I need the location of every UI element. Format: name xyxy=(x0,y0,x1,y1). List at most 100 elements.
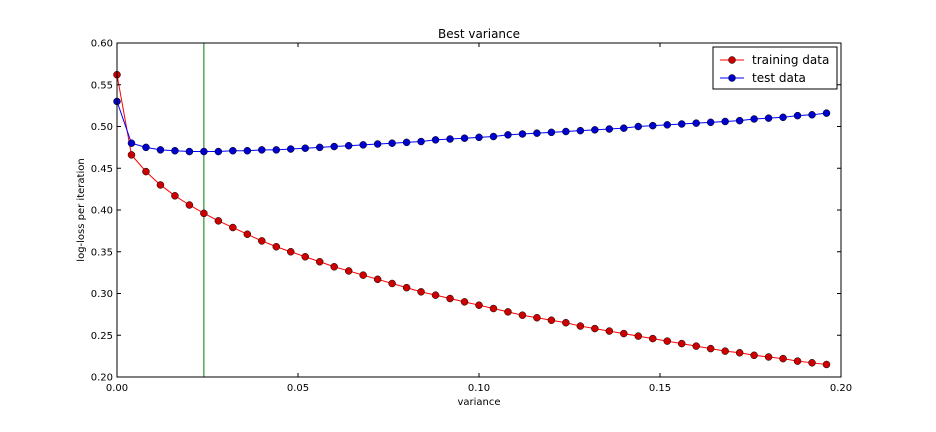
data-point-s1-28 xyxy=(518,130,527,138)
ticks-layer: 0.00 0.05 0.10 0.15 0.20 0.20 0.25 0.30 0.35 0.40… xyxy=(91,39,852,395)
data-point-s1-25 xyxy=(475,133,483,142)
data-point-s0-24 xyxy=(460,298,469,306)
y-tick-label-1: 0.25 xyxy=(91,331,113,342)
data-point-s1-9 xyxy=(243,146,252,155)
data-point-s1-27 xyxy=(504,131,512,139)
chart-title: Best variance xyxy=(438,27,520,41)
data-point-s0-31 xyxy=(562,318,570,327)
y-tick-label-7: 0.55 xyxy=(91,80,113,91)
data-point-s0-19 xyxy=(388,279,396,288)
data-point-s1-24 xyxy=(460,134,469,142)
data-point-s1-41 xyxy=(706,118,715,127)
data-point-s0-18 xyxy=(373,275,382,284)
legend-marker-test xyxy=(728,74,736,82)
data-point-s1-3 xyxy=(156,146,165,154)
y-tick-label-2: 0.30 xyxy=(91,289,113,300)
data-point-s1-47 xyxy=(793,111,802,120)
data-point-s0-17 xyxy=(359,271,367,279)
y-axis-label: log-loss per iteration xyxy=(76,158,87,261)
data-point-s1-6 xyxy=(200,147,208,156)
x-tick-label-4: 0.20 xyxy=(830,383,852,394)
data-point-s0-2 xyxy=(142,167,150,176)
data-point-s1-29 xyxy=(533,129,541,137)
legend-label-test: test data xyxy=(752,71,806,85)
data-point-s1-20 xyxy=(402,138,411,147)
data-point-s0-49 xyxy=(822,360,831,369)
data-point-s1-10 xyxy=(258,146,266,154)
x-axis-label: variance xyxy=(457,397,500,408)
data-point-s0-10 xyxy=(258,237,266,245)
x-tick-label-2: 0.10 xyxy=(468,383,490,394)
y-tick-label-6: 0.50 xyxy=(91,122,113,133)
data-point-s0-6 xyxy=(200,209,208,218)
data-point-s0-35 xyxy=(620,329,628,338)
data-point-s0-8 xyxy=(229,223,237,232)
x-tick-label-1: 0.05 xyxy=(287,383,309,394)
data-point-s1-32 xyxy=(576,126,585,135)
data-point-s1-14 xyxy=(315,143,324,152)
data-point-s0-41 xyxy=(706,344,715,353)
legend: training data test data xyxy=(712,46,838,90)
data-point-s0-43 xyxy=(735,349,744,357)
data-point-s1-38 xyxy=(663,121,671,129)
data-point-s0-32 xyxy=(576,322,585,330)
data-point-s1-5 xyxy=(185,147,194,156)
data-point-s0-11 xyxy=(272,242,281,251)
data-point-s0-48 xyxy=(808,359,816,367)
x-tick-label-0: 0.00 xyxy=(106,383,128,394)
data-point-s1-23 xyxy=(446,135,454,143)
data-point-s0-44 xyxy=(750,351,758,360)
data-point-s0-34 xyxy=(605,327,614,335)
data-point-s1-2 xyxy=(142,143,150,152)
data-point-s0-47 xyxy=(793,357,802,365)
series-line-1 xyxy=(116,101,827,153)
data-point-s0-30 xyxy=(547,316,556,324)
data-point-s1-4 xyxy=(171,146,179,155)
y-tick-label-5: 0.45 xyxy=(91,164,113,175)
y-tick-label-8: 0.60 xyxy=(91,39,113,50)
data-point-s1-36 xyxy=(634,122,643,131)
data-point-s1-11 xyxy=(272,146,281,154)
data-point-s0-7 xyxy=(214,217,223,225)
data-point-s0-15 xyxy=(330,263,338,271)
x-tick-label-3: 0.15 xyxy=(649,383,671,394)
data-point-s1-34 xyxy=(605,125,614,133)
data-point-s1-21 xyxy=(417,137,425,146)
data-point-s0-13 xyxy=(301,253,309,261)
data-point-s1-44 xyxy=(750,115,758,123)
data-point-s1-30 xyxy=(547,128,556,137)
data-point-s0-27 xyxy=(504,308,512,316)
data-point-s1-35 xyxy=(620,124,628,132)
data-point-s1-39 xyxy=(677,120,686,128)
data-point-s0-16 xyxy=(344,267,353,275)
data-point-s1-16 xyxy=(344,141,353,150)
data-point-s0-21 xyxy=(417,288,425,296)
data-point-s1-13 xyxy=(301,144,309,152)
data-point-s0-14 xyxy=(315,258,324,266)
data-point-s1-40 xyxy=(692,119,700,127)
series-line-0 xyxy=(116,74,827,365)
data-point-s1-42 xyxy=(721,117,729,126)
legend-label-training: training data xyxy=(752,53,829,67)
data-point-s1-26 xyxy=(489,132,498,141)
data-point-s0-20 xyxy=(402,283,411,292)
data-point-s1-8 xyxy=(229,146,237,155)
plot-frame xyxy=(116,42,842,378)
data-point-s1-15 xyxy=(330,142,338,151)
data-point-s0-26 xyxy=(489,304,498,313)
data-point-s1-18 xyxy=(373,140,382,148)
data-point-s0-28 xyxy=(518,311,527,319)
data-point-s0-42 xyxy=(721,347,729,355)
data-point-s0-4 xyxy=(171,192,179,200)
legend-frame xyxy=(712,46,838,90)
data-point-s0-1 xyxy=(127,151,136,159)
data-point-s1-17 xyxy=(359,141,367,149)
data-point-s0-12 xyxy=(287,248,295,256)
y-tick-label-0: 0.20 xyxy=(91,373,113,384)
data-point-s0-33 xyxy=(591,324,599,333)
data-point-s1-22 xyxy=(431,136,440,144)
data-point-s0-36 xyxy=(634,332,643,340)
data-point-s1-48 xyxy=(808,111,816,119)
data-point-s0-29 xyxy=(533,313,541,322)
data-point-s1-33 xyxy=(591,126,599,134)
